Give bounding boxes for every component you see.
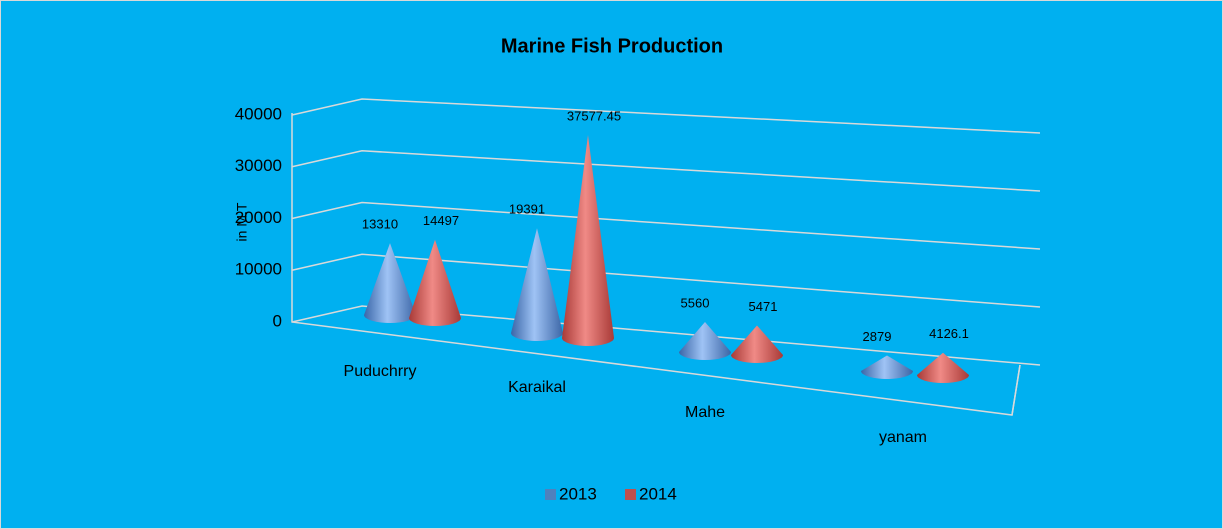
value-label: 19391 [509,202,545,217]
legend-swatch [625,489,636,500]
axis-box [291,113,1021,416]
cone [562,135,614,346]
value-label: 5560 [681,295,710,310]
cone [731,325,783,363]
legend-label: 2014 [639,484,677,503]
value-label: 14497 [423,213,459,228]
value-label: 37577.45 [567,109,621,124]
value-label: 2879 [863,329,892,344]
cone [861,355,913,379]
x-tick-label: Karaikal [508,379,566,396]
grid-line [291,201,1041,250]
y-tick-label: 0 [273,311,282,330]
legend-label: 2013 [559,484,597,503]
y-axis-label: in M.T [234,202,250,241]
x-tick-label: Puduchrry [344,363,417,380]
cone [917,352,969,383]
cone [511,228,563,341]
grid-line [291,305,1041,366]
y-tick-label: 30000 [235,156,282,175]
value-label: 5471 [749,299,778,314]
chart-title: Marine Fish Production [501,35,723,57]
right-edge [1011,364,1021,416]
legend-swatch [545,489,556,500]
cone [409,239,461,326]
value-label: 13310 [362,217,398,232]
x-tick-label: yanam [879,429,927,446]
y-tick-label: 20000 [235,208,282,227]
grid-line [291,253,1041,308]
cone [364,243,416,323]
cone [679,321,731,360]
x-tick-label: Mahe [685,404,725,421]
value-label: 4126.1 [929,326,969,341]
y-tick-label: 10000 [235,260,282,279]
grid-line [291,98,1041,134]
grid-line [291,149,1041,192]
y-tick-label: 40000 [235,104,282,123]
